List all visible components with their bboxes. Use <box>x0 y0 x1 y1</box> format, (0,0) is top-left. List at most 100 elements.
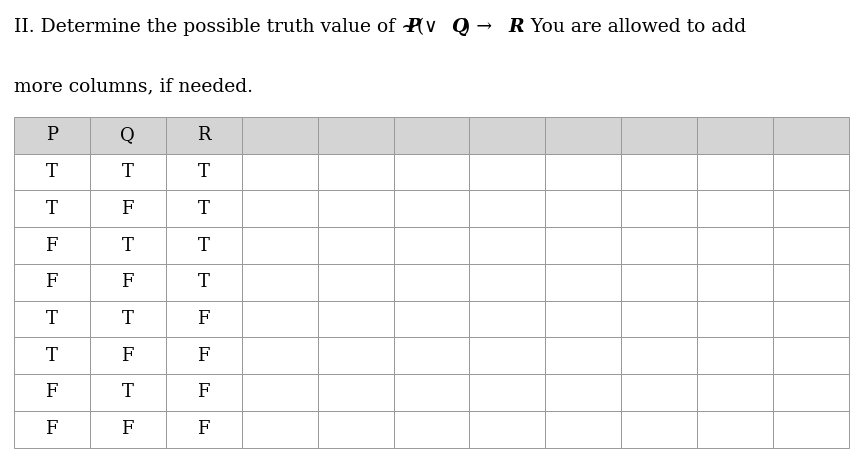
Text: ) →: ) → <box>463 18 498 36</box>
Bar <box>621 411 697 448</box>
Bar <box>394 190 469 227</box>
Text: Q: Q <box>120 126 135 145</box>
Bar <box>621 227 697 264</box>
Bar <box>773 154 849 190</box>
Bar <box>394 227 469 264</box>
Bar <box>166 154 242 190</box>
Bar <box>469 337 545 374</box>
Bar <box>242 301 318 337</box>
Bar <box>545 374 621 411</box>
Text: P: P <box>46 126 58 145</box>
Text: T: T <box>122 163 134 181</box>
Bar <box>14 264 90 301</box>
Bar <box>318 264 394 301</box>
Bar <box>394 411 469 448</box>
Bar <box>773 190 849 227</box>
Bar <box>318 301 394 337</box>
Text: T: T <box>198 236 210 255</box>
Bar <box>697 301 773 337</box>
Bar <box>242 337 318 374</box>
Bar <box>90 374 166 411</box>
Bar <box>242 411 318 448</box>
Text: more columns, if needed.: more columns, if needed. <box>14 78 253 96</box>
Bar <box>14 301 90 337</box>
Bar <box>697 264 773 301</box>
Bar <box>697 117 773 154</box>
Bar <box>90 227 166 264</box>
Bar <box>773 374 849 411</box>
Bar <box>773 411 849 448</box>
Bar <box>621 117 697 154</box>
Text: R: R <box>508 18 524 36</box>
Bar <box>394 337 469 374</box>
Bar <box>621 301 697 337</box>
Bar <box>166 374 242 411</box>
Bar <box>545 337 621 374</box>
Text: F: F <box>198 347 210 365</box>
Bar <box>242 374 318 411</box>
Bar <box>697 227 773 264</box>
Bar <box>242 190 318 227</box>
Bar <box>773 264 849 301</box>
Bar <box>90 154 166 190</box>
Text: ∨: ∨ <box>418 18 444 36</box>
Bar <box>621 190 697 227</box>
Bar <box>14 117 90 154</box>
Text: T: T <box>122 310 134 328</box>
Text: T: T <box>46 200 58 218</box>
Bar <box>773 227 849 264</box>
Bar <box>166 337 242 374</box>
Text: F: F <box>122 200 134 218</box>
Text: F: F <box>198 310 210 328</box>
Bar <box>166 411 242 448</box>
Bar <box>545 190 621 227</box>
Bar <box>469 117 545 154</box>
Bar <box>90 117 166 154</box>
Bar <box>166 227 242 264</box>
Text: II. Determine the possible truth value of ~(: II. Determine the possible truth value o… <box>14 18 424 36</box>
Bar <box>242 117 318 154</box>
Bar <box>166 264 242 301</box>
Bar <box>545 227 621 264</box>
Bar <box>621 337 697 374</box>
Bar <box>90 411 166 448</box>
Bar <box>318 337 394 374</box>
Text: F: F <box>46 383 58 402</box>
Bar <box>621 154 697 190</box>
Text: F: F <box>46 273 58 291</box>
Bar <box>90 301 166 337</box>
Bar <box>242 154 318 190</box>
Text: T: T <box>46 310 58 328</box>
Bar <box>14 190 90 227</box>
Bar <box>469 374 545 411</box>
Bar <box>545 154 621 190</box>
Bar <box>697 411 773 448</box>
Bar <box>242 264 318 301</box>
Bar <box>242 227 318 264</box>
Bar <box>697 154 773 190</box>
Bar <box>469 154 545 190</box>
Bar <box>469 411 545 448</box>
Bar <box>697 190 773 227</box>
Bar <box>14 411 90 448</box>
Bar <box>318 117 394 154</box>
Text: T: T <box>122 383 134 402</box>
Bar <box>545 117 621 154</box>
Bar <box>394 374 469 411</box>
Bar <box>318 227 394 264</box>
Bar <box>166 190 242 227</box>
Bar <box>318 190 394 227</box>
Bar <box>773 337 849 374</box>
Bar <box>90 337 166 374</box>
Bar <box>773 301 849 337</box>
Bar <box>469 264 545 301</box>
Text: F: F <box>122 273 134 291</box>
Bar <box>318 374 394 411</box>
Bar <box>90 190 166 227</box>
Text: T: T <box>198 200 210 218</box>
Text: F: F <box>46 420 58 438</box>
Bar <box>14 154 90 190</box>
Bar <box>14 374 90 411</box>
Bar <box>545 264 621 301</box>
Text: . You are allowed to add: . You are allowed to add <box>519 18 746 36</box>
